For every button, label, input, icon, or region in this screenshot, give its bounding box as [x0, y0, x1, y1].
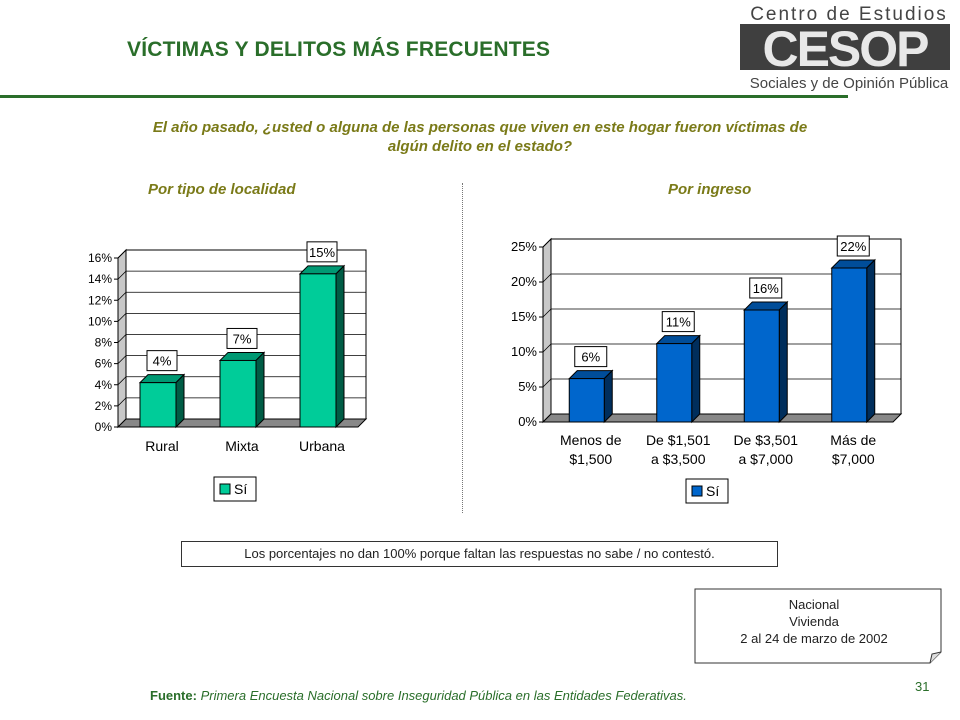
bar	[139, 382, 177, 428]
y-tick-label: 14%	[88, 272, 112, 286]
y-tick-label: 6%	[95, 357, 113, 371]
gridline-side	[542, 308, 552, 318]
data-label: 4%	[153, 354, 172, 369]
y-tick-label: 10%	[88, 314, 112, 328]
chart-title-locality: Por tipo de localidad	[148, 181, 296, 198]
data-label-box	[661, 311, 695, 333]
data-label-box	[146, 350, 178, 372]
survey-question: El año pasado, ¿usted o alguna de las pe…	[152, 119, 808, 155]
y-tick-label: 8%	[95, 336, 113, 350]
gridline-side	[117, 291, 127, 301]
logo-mark: CESOP	[762, 21, 928, 77]
page-number: 31	[915, 679, 930, 694]
data-label: 22%	[840, 239, 866, 254]
data-label-box	[836, 235, 870, 257]
gridline-side	[542, 343, 552, 353]
bar-side	[603, 369, 613, 424]
data-label: 7%	[233, 331, 252, 346]
data-label: 16%	[753, 281, 779, 296]
category-label: $1,500	[569, 451, 612, 467]
y-tick-label: 15%	[511, 309, 537, 324]
legend-label: Sí	[706, 483, 719, 499]
bar	[568, 378, 605, 423]
source-label: Fuente:	[150, 688, 197, 703]
meta-dates: 2 al 24 de marzo de 2002	[740, 631, 888, 646]
survey-meta-box	[694, 588, 942, 664]
cesop-logo: Centro de Estudios CESOP Sociales y de O…	[740, 4, 950, 92]
y-tick-label: 20%	[511, 274, 537, 289]
data-label-box	[226, 327, 258, 349]
gridline-side	[542, 273, 552, 283]
chart-title-income: Por ingreso	[668, 181, 752, 198]
category-label: De $3,501	[733, 432, 798, 448]
gridline-side	[117, 355, 127, 364]
y-tick-label: 10%	[511, 344, 537, 359]
y-tick-label: 2%	[95, 399, 113, 413]
logo-bottom-text: Sociales y de Opinión Pública	[750, 75, 949, 92]
y-tick-label: 0%	[95, 420, 113, 434]
survey-meta: Nacional Vivienda 2 al 24 de marzo de 20…	[696, 596, 932, 647]
data-label-box	[749, 277, 783, 299]
data-label-box	[574, 346, 608, 368]
y-tick-label: 5%	[518, 379, 537, 394]
y-tick-label: 16%	[88, 251, 112, 265]
data-label: 11%	[666, 315, 691, 330]
meta-type: Vivienda	[789, 614, 839, 629]
legend-swatch	[219, 483, 231, 495]
logo-top-text: Centro de Estudios	[750, 4, 948, 25]
gridline-side	[542, 238, 552, 248]
category-label: a $3,500	[651, 451, 706, 467]
data-label: 6%	[581, 350, 600, 365]
bar-side	[778, 300, 788, 424]
gridline-side	[117, 249, 127, 259]
category-label: De $1,501	[646, 432, 711, 448]
bar-side	[866, 258, 876, 424]
category-label: Más de	[830, 432, 876, 448]
gridline-side	[117, 397, 127, 407]
category-label: Mixta	[225, 438, 259, 454]
footnote-box: Los porcentajes no dan 100% porque falta…	[181, 541, 778, 567]
bar	[743, 309, 780, 423]
gridline-side	[117, 334, 127, 343]
meta-scope: Nacional	[788, 597, 840, 612]
side-wall	[542, 237, 552, 424]
data-label: 15%	[309, 245, 335, 260]
bar	[831, 267, 868, 423]
slide-title: VÍCTIMAS Y DELITOS MÁS FRECUENTES	[127, 38, 551, 61]
divider	[462, 183, 463, 513]
category-label: Menos de	[560, 432, 622, 448]
legend-label: Sí	[234, 481, 247, 497]
source-text: Primera Encuesta Nacional sobre Inseguri…	[200, 688, 687, 703]
category-label: a $7,000	[739, 451, 794, 467]
source-line: Fuente: Primera Encuesta Nacional sobre …	[150, 688, 687, 703]
bar	[219, 359, 257, 428]
legend-swatch	[691, 485, 703, 497]
y-tick-label: 4%	[95, 378, 113, 392]
y-tick-label: 0%	[518, 414, 537, 429]
bar	[299, 273, 337, 428]
bar	[656, 343, 693, 423]
gridline-side	[117, 270, 127, 280]
title-rule	[0, 95, 848, 98]
y-tick-label: 25%	[511, 239, 537, 254]
category-label: Urbana	[299, 438, 345, 454]
category-label: Rural	[145, 438, 178, 454]
category-label: $7,000	[832, 451, 875, 467]
y-tick-label: 12%	[88, 293, 112, 307]
bar-side	[691, 334, 701, 424]
gridline-side	[542, 378, 552, 388]
gridline-side	[117, 313, 127, 322]
gridline-side	[117, 376, 127, 386]
data-label-box	[306, 241, 338, 263]
